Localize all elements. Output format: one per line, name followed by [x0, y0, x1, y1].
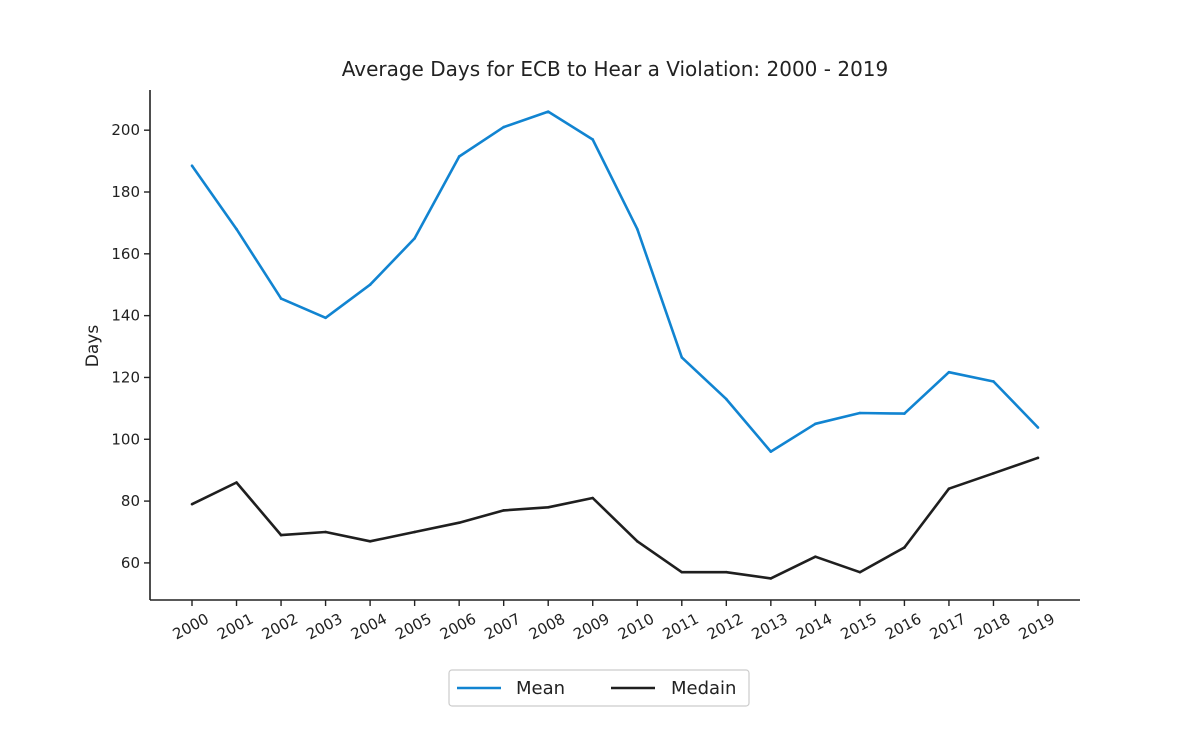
data-point-mean: [324, 316, 327, 320]
x-tick-label: 2014: [793, 610, 835, 644]
x-tick-label: 2002: [259, 610, 301, 644]
x-tick-label: 2019: [1016, 610, 1058, 644]
chart-title: Average Days for ECB to Hear a Violation…: [342, 57, 889, 81]
data-point-medain: [680, 570, 684, 574]
data-point-medain: [502, 509, 505, 512]
data-point-mean: [368, 283, 372, 287]
x-tick-label: 2008: [526, 610, 568, 644]
data-point-mean: [947, 370, 951, 374]
x-tick-label: 2005: [392, 610, 434, 644]
data-point-mean: [591, 138, 595, 141]
data-point-mean: [457, 155, 461, 158]
data-point-mean: [903, 412, 906, 415]
data-point-mean: [725, 397, 728, 401]
data-point-medain: [814, 555, 817, 559]
legend-label-medain: Medain: [671, 678, 736, 699]
x-tick-label: 2012: [704, 610, 746, 644]
data-point-mean: [814, 422, 817, 426]
data-point-mean: [992, 380, 995, 383]
data-point-mean: [502, 125, 505, 129]
x-tick-label: 2016: [882, 610, 924, 644]
y-tick-label: 140: [111, 307, 140, 325]
x-tick-label: 2000: [170, 610, 212, 644]
data-point-mean: [680, 356, 684, 359]
data-point-mean: [235, 227, 238, 231]
x-tick-label: 2007: [481, 610, 523, 644]
data-point-mean: [858, 411, 862, 415]
x-tick-label: 2015: [838, 610, 880, 644]
y-tick-label: 60: [121, 554, 140, 572]
data-point-medain: [324, 530, 327, 534]
data-point-medain: [858, 570, 862, 574]
data-point-medain: [903, 546, 906, 549]
data-point-mean: [279, 297, 283, 300]
x-tick-label: 2010: [615, 610, 657, 644]
data-point-mean: [769, 450, 773, 453]
series-line-mean: [190, 110, 1039, 453]
x-tick-label: 2018: [971, 610, 1013, 644]
data-point-medain: [546, 505, 550, 509]
data-point-mean: [1036, 426, 1040, 429]
data-point-medain: [947, 487, 951, 491]
data-point-mean: [635, 227, 639, 231]
x-tick-label: 2009: [570, 610, 612, 644]
x-tick-label: 2004: [348, 610, 390, 644]
x-tick-label: 2003: [303, 610, 345, 644]
x-tick-label: 2017: [927, 610, 969, 644]
data-point-mean: [190, 164, 194, 168]
series-line-medain: [191, 456, 1039, 580]
y-tick-label: 200: [111, 121, 140, 139]
data-point-medain: [457, 521, 461, 525]
series-lines: [190, 110, 1040, 580]
data-point-medain: [235, 481, 238, 484]
data-point-medain: [413, 530, 416, 534]
x-tick-label: 2013: [749, 610, 791, 644]
x-tick-label: 2001: [214, 610, 256, 644]
legend-label-mean: Mean: [516, 678, 565, 699]
x-tick-label: 2006: [437, 610, 479, 644]
data-point-medain: [769, 577, 773, 580]
data-point-mean: [546, 110, 550, 113]
y-tick-label: 120: [111, 368, 140, 386]
x-tick-label: 2011: [659, 610, 701, 644]
y-tick-label: 180: [111, 183, 140, 201]
legend-box: [448, 669, 750, 707]
data-point-mean: [413, 237, 416, 240]
data-point-medain: [591, 496, 595, 500]
data-point-medain: [190, 502, 194, 506]
legend: Mean Medain: [448, 669, 750, 707]
data-point-medain: [368, 539, 372, 543]
data-point-medain: [725, 570, 728, 574]
y-tick-label: 80: [121, 492, 140, 510]
y-tick-label: 160: [111, 245, 140, 263]
data-point-medain: [279, 533, 283, 537]
y-tick-label: 100: [111, 430, 140, 448]
data-point-medain: [1036, 456, 1040, 460]
y-axis-label: Days: [83, 325, 103, 368]
data-point-medain: [635, 539, 639, 543]
data-point-medain: [992, 471, 995, 475]
